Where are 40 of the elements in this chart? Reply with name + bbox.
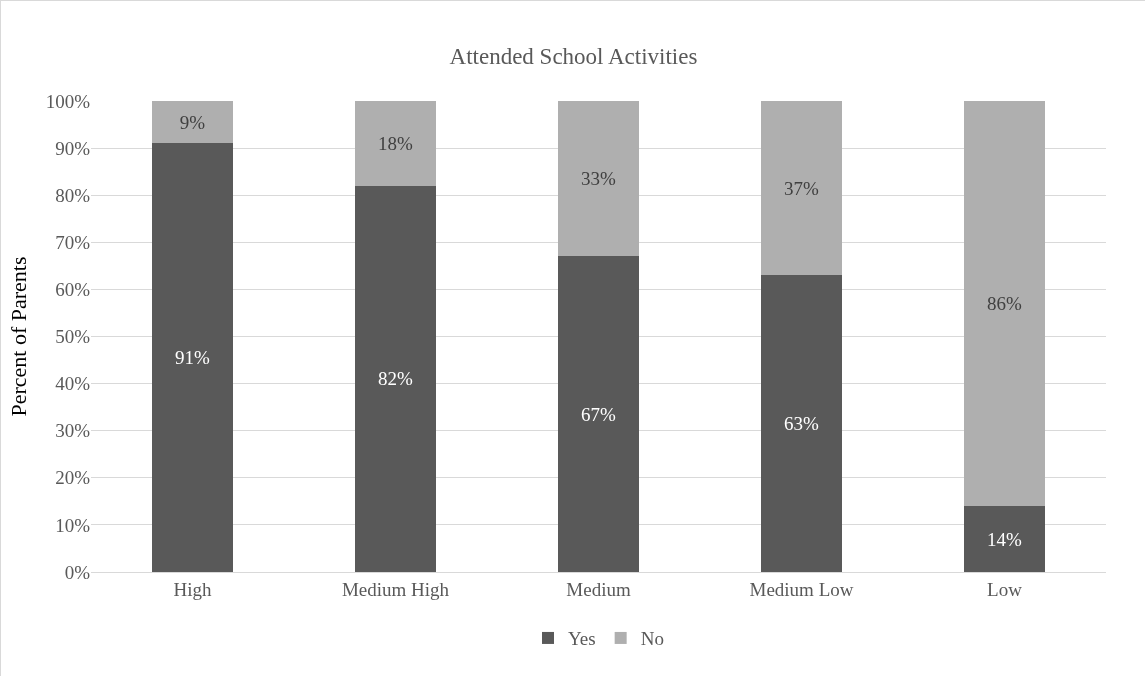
data-label: 18% bbox=[378, 132, 413, 154]
data-label: 91% bbox=[175, 347, 210, 369]
data-label: 86% bbox=[987, 293, 1022, 315]
y-tick-label: 10% bbox=[55, 514, 91, 536]
y-tick-label: 80% bbox=[55, 184, 91, 206]
data-label: 67% bbox=[581, 403, 616, 425]
data-label: 14% bbox=[987, 528, 1022, 550]
y-tick-label: 60% bbox=[55, 279, 91, 301]
bar bbox=[760, 101, 843, 276]
x-tick-label: Medium Low bbox=[749, 578, 854, 600]
bar bbox=[557, 101, 640, 257]
bar bbox=[760, 275, 843, 572]
chart-title: Attended School Activities bbox=[449, 44, 698, 70]
bar bbox=[354, 185, 437, 572]
y-tick-label: 30% bbox=[55, 420, 91, 442]
bar bbox=[151, 143, 234, 572]
bar bbox=[151, 101, 234, 144]
bar bbox=[963, 506, 1046, 572]
bar bbox=[354, 101, 437, 186]
data-label: 82% bbox=[378, 368, 413, 390]
x-tick-label: Low bbox=[987, 578, 1023, 600]
data-label: 9% bbox=[179, 111, 206, 133]
y-tick-label: 20% bbox=[55, 467, 91, 489]
legend-label: Yes bbox=[568, 628, 596, 650]
y-tick-label: 90% bbox=[55, 137, 91, 159]
data-label: 33% bbox=[581, 168, 616, 190]
bar bbox=[963, 101, 1046, 507]
y-tick-label: 50% bbox=[55, 326, 91, 348]
data-label: 37% bbox=[784, 177, 819, 199]
x-tick-label: High bbox=[173, 578, 212, 600]
legend-label: No bbox=[640, 628, 664, 650]
x-tick-label: Medium bbox=[566, 578, 631, 600]
y-tick-label: 40% bbox=[55, 373, 91, 395]
x-tick-label: Medium High bbox=[341, 578, 450, 600]
y-tick-label: 100% bbox=[45, 90, 91, 112]
y-tick-label: 70% bbox=[55, 231, 91, 253]
data-label: 63% bbox=[784, 413, 819, 435]
y-axis-title: Percent of Parents bbox=[6, 256, 32, 417]
y-tick-label: 0% bbox=[64, 561, 91, 583]
bar bbox=[557, 256, 640, 572]
